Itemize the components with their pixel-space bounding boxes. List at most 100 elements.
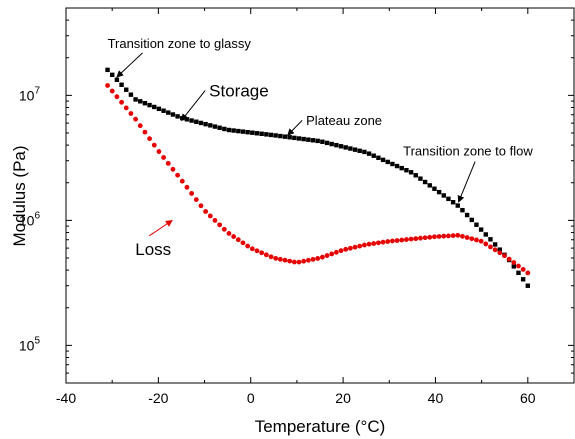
x-tick-label: -40 xyxy=(56,390,76,406)
y-tick-label: 106 xyxy=(19,210,41,228)
data-point xyxy=(525,270,531,276)
data-point xyxy=(418,176,423,181)
data-point xyxy=(114,77,120,82)
data-point xyxy=(516,263,521,269)
data-point xyxy=(264,132,269,137)
data-point xyxy=(324,140,330,146)
data-point xyxy=(301,136,306,142)
data-point xyxy=(334,142,339,148)
data-point xyxy=(123,105,129,111)
data-point xyxy=(114,94,120,100)
data-point xyxy=(217,222,223,228)
data-point xyxy=(516,270,521,276)
data-point xyxy=(287,135,292,140)
data-point xyxy=(375,240,381,246)
data-point xyxy=(226,230,232,236)
data-point xyxy=(376,155,381,160)
data-point xyxy=(263,252,269,258)
data-point xyxy=(394,163,400,169)
data-point xyxy=(165,160,171,166)
data-point xyxy=(128,111,134,116)
data-point xyxy=(408,236,414,242)
data-point xyxy=(404,237,409,242)
data-point xyxy=(137,123,143,129)
data-point xyxy=(175,114,180,119)
data-point xyxy=(254,131,260,136)
data-point xyxy=(273,133,278,138)
data-point xyxy=(296,136,302,141)
data-point xyxy=(366,241,372,247)
data-point xyxy=(492,247,498,253)
data-point xyxy=(278,133,283,139)
data-point xyxy=(390,161,395,167)
data-point xyxy=(488,237,493,242)
data-point xyxy=(250,130,255,135)
data-point xyxy=(231,128,236,133)
data-point xyxy=(464,235,470,240)
axes: -40 -20 0 20 40 60 105 106 107 xyxy=(19,8,574,406)
data-point xyxy=(203,209,209,214)
data-point xyxy=(525,283,531,288)
data-point xyxy=(319,254,325,260)
data-point xyxy=(110,72,115,78)
data-series xyxy=(105,67,531,288)
x-tick-label: 20 xyxy=(335,390,351,406)
series-loss xyxy=(105,83,531,276)
x-tick-label: 60 xyxy=(520,390,536,406)
annotation-arrow xyxy=(148,219,173,237)
data-point xyxy=(109,88,115,94)
data-point xyxy=(124,87,129,92)
data-point xyxy=(520,267,526,272)
data-point xyxy=(422,235,428,241)
data-point xyxy=(404,168,409,173)
data-point xyxy=(161,155,166,160)
data-point xyxy=(418,235,423,241)
data-point xyxy=(343,145,348,150)
data-point xyxy=(469,236,475,242)
data-point xyxy=(170,166,176,172)
data-point xyxy=(352,244,358,250)
data-point xyxy=(301,258,307,264)
data-point xyxy=(245,243,251,249)
data-point xyxy=(305,257,311,263)
data-point xyxy=(133,116,138,122)
data-point xyxy=(152,104,157,110)
data-point xyxy=(436,189,442,195)
y-tick-label: 105 xyxy=(19,335,41,353)
data-point xyxy=(207,213,213,219)
y-tick-label: 107 xyxy=(19,85,41,103)
data-point xyxy=(128,92,134,97)
data-point xyxy=(287,258,293,264)
data-point xyxy=(193,197,199,203)
data-point xyxy=(329,251,335,257)
data-point xyxy=(427,183,432,188)
data-point xyxy=(147,136,152,142)
data-point xyxy=(119,82,124,87)
annotations: Transition zone to glassy Storage Plateau … xyxy=(108,36,534,259)
data-point xyxy=(497,250,503,256)
x-tick-label: 0 xyxy=(247,390,255,406)
data-point xyxy=(511,260,517,265)
x-tick-label: -20 xyxy=(148,390,168,406)
data-point xyxy=(310,256,316,262)
data-point xyxy=(436,234,442,239)
data-point xyxy=(189,191,195,196)
data-point xyxy=(226,127,232,133)
data-point xyxy=(357,243,363,249)
annotation-text: Loss xyxy=(135,240,171,259)
data-point xyxy=(138,99,143,104)
data-point xyxy=(236,128,241,134)
data-point xyxy=(357,148,362,153)
data-point xyxy=(441,193,446,198)
data-point xyxy=(408,170,414,175)
data-point xyxy=(450,233,456,239)
data-point xyxy=(460,233,465,239)
data-point xyxy=(221,226,227,232)
data-point xyxy=(184,117,190,122)
data-point xyxy=(483,232,488,237)
data-point xyxy=(198,203,204,209)
data-point xyxy=(371,241,377,246)
data-point xyxy=(296,259,302,265)
data-point xyxy=(380,157,386,163)
